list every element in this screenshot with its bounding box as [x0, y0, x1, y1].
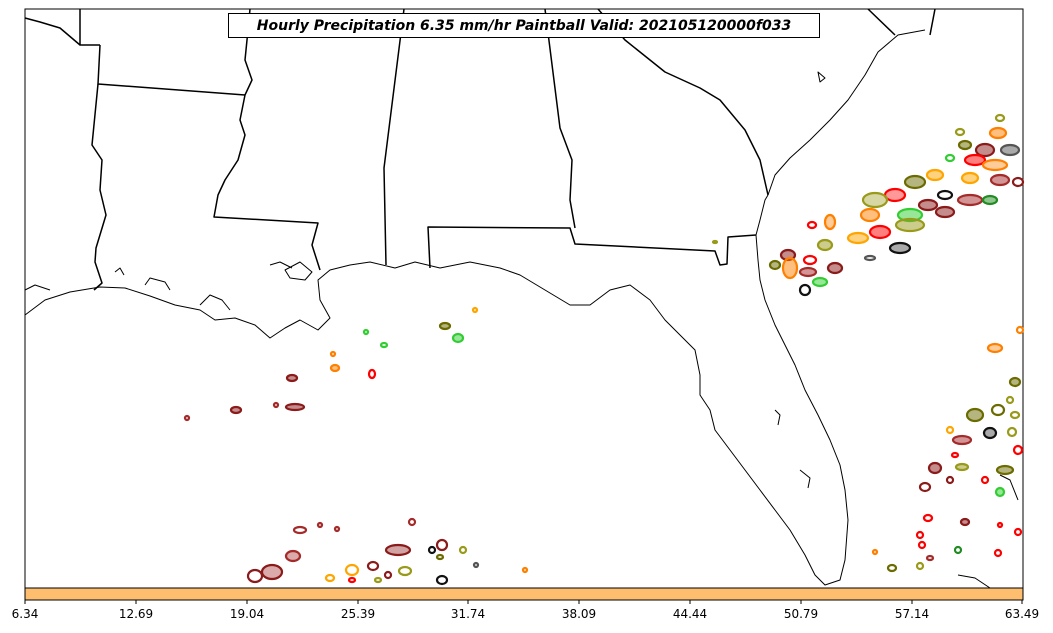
colorbar-tick-label: 63.49 [1004, 607, 1040, 621]
precipitation-blobs [183, 113, 1025, 586]
colorbar-tick-label: 19.04 [229, 607, 265, 621]
state-borders [24, 8, 936, 291]
colorbar-tick-label: 12.69 [118, 607, 154, 621]
map-frame [24, 8, 1024, 589]
colorbar-tick-label: 31.74 [450, 607, 486, 621]
colorbar-tick-label: 50.79 [783, 607, 819, 621]
coastline [24, 29, 1019, 589]
colorbar-tick-label: 6.34 [11, 607, 39, 621]
colorbar [24, 587, 1024, 601]
colorbar-tick-label: 25.39 [340, 607, 376, 621]
map-title: Hourly Precipitation 6.35 mm/hr Paintbal… [228, 13, 820, 38]
colorbar-tick-label: 38.09 [561, 607, 597, 621]
colorbar-tick-label: 44.44 [672, 607, 708, 621]
colorbar-ticks [24, 600, 1023, 604]
colorbar-tick-label: 57.14 [894, 607, 930, 621]
